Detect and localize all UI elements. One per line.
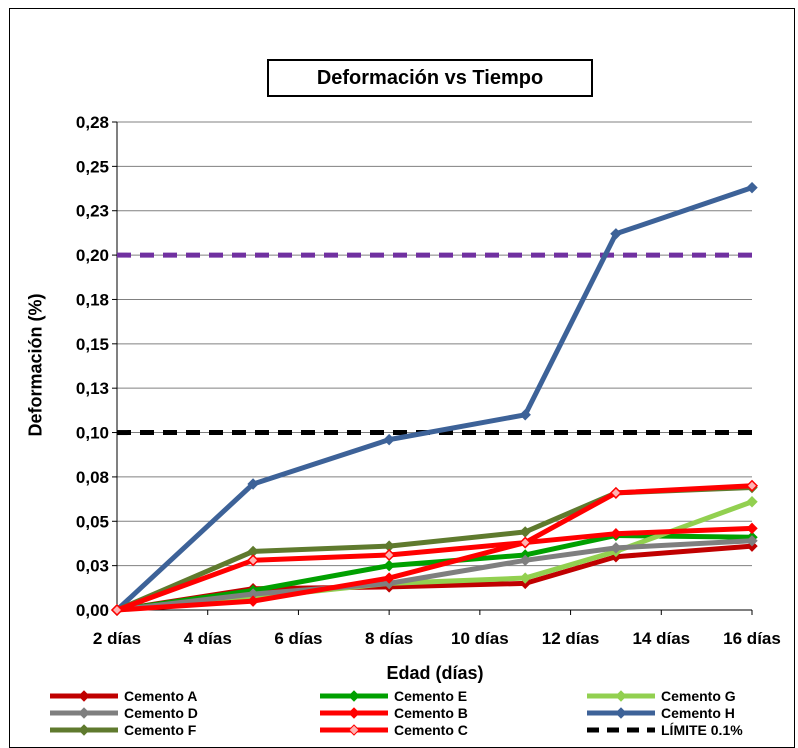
legend-label: Cemento C xyxy=(394,722,468,738)
data-point-cemento-h xyxy=(383,433,395,446)
legend-label: Cemento G xyxy=(661,688,736,704)
y-tick-label: 0,20 xyxy=(76,246,109,265)
x-tick-label: 2 días xyxy=(93,629,141,648)
legend-label: Cemento A xyxy=(124,688,198,704)
x-tick-label: 14 días xyxy=(632,629,690,648)
y-tick-label: 0,13 xyxy=(76,379,109,398)
series-line-cemento-h xyxy=(115,185,753,612)
y-tick-label: 0,28 xyxy=(76,113,109,132)
legend-label: Cemento E xyxy=(394,688,468,704)
data-point-cemento-c xyxy=(383,548,396,562)
legend-label: Cemento F xyxy=(124,722,197,738)
y-tick-label: 0,23 xyxy=(76,202,109,221)
data-point-cemento-c xyxy=(519,536,532,549)
data-point-cemento-b xyxy=(746,522,758,535)
data-point-cemento-d xyxy=(746,535,758,547)
data-point-cemento-g xyxy=(519,572,531,584)
series-line-cemento-c xyxy=(116,483,753,613)
legend-swatch xyxy=(320,724,388,736)
y-tick-label: 0,10 xyxy=(76,424,109,443)
x-tick-label: 10 días xyxy=(451,629,509,648)
data-point-cemento-h xyxy=(519,409,531,421)
data-point-cemento-g xyxy=(746,496,758,508)
data-point-cemento-h xyxy=(247,478,259,490)
legend-swatch xyxy=(50,724,118,736)
x-tick-label: 8 días xyxy=(365,629,413,648)
y-tick-label: 0,03 xyxy=(76,557,109,576)
series-line-cemento-g xyxy=(116,499,753,613)
series-line-cemento-b xyxy=(116,525,753,613)
legend-swatch xyxy=(587,707,655,719)
data-point-cemento-c xyxy=(247,554,260,567)
data-point-cemento-h xyxy=(746,181,758,194)
y-tick-label: 0,05 xyxy=(76,512,109,531)
legend-swatch xyxy=(50,707,118,719)
y-axis-label: Deformación (%) xyxy=(25,293,46,437)
data-point-cemento-h xyxy=(610,228,622,240)
y-tick-label: 0,25 xyxy=(76,157,109,176)
y-tick-label: 0,00 xyxy=(76,601,109,620)
data-point-cemento-c xyxy=(110,603,124,617)
chart-title: Deformación vs Tiempo xyxy=(267,59,593,97)
legend-swatch xyxy=(320,707,388,719)
data-point-cemento-e xyxy=(383,559,395,572)
legend-swatch xyxy=(50,690,118,702)
legend-label: Cemento D xyxy=(124,705,198,721)
legend-label: Cemento B xyxy=(394,705,468,721)
legend-swatch xyxy=(587,727,655,733)
data-point-cemento-d xyxy=(610,542,622,554)
x-tick-label: 12 días xyxy=(542,629,600,648)
data-point-cemento-d xyxy=(519,554,531,567)
y-tick-label: 0,15 xyxy=(76,335,109,354)
data-point-cemento-c xyxy=(745,479,759,492)
legend-swatch xyxy=(320,690,388,702)
y-tick-label: 0,08 xyxy=(76,468,109,487)
data-point-cemento-b xyxy=(247,595,259,607)
legend-swatch xyxy=(587,690,655,702)
x-tick-label: 4 días xyxy=(184,629,232,648)
series-line-cemento-d xyxy=(116,538,753,613)
x-axis-label: Edad (días) xyxy=(386,663,484,683)
x-tick-label: 6 días xyxy=(274,629,322,648)
y-tick-label: 0,18 xyxy=(76,290,109,309)
data-point-cemento-b xyxy=(610,527,622,540)
legend-label: Cemento H xyxy=(661,705,735,721)
x-tick-label: 16 días xyxy=(723,629,781,648)
data-point-cemento-c xyxy=(609,486,622,499)
data-point-cemento-b xyxy=(383,572,395,584)
legend-label: LÍMITE 0.1% xyxy=(661,722,743,738)
